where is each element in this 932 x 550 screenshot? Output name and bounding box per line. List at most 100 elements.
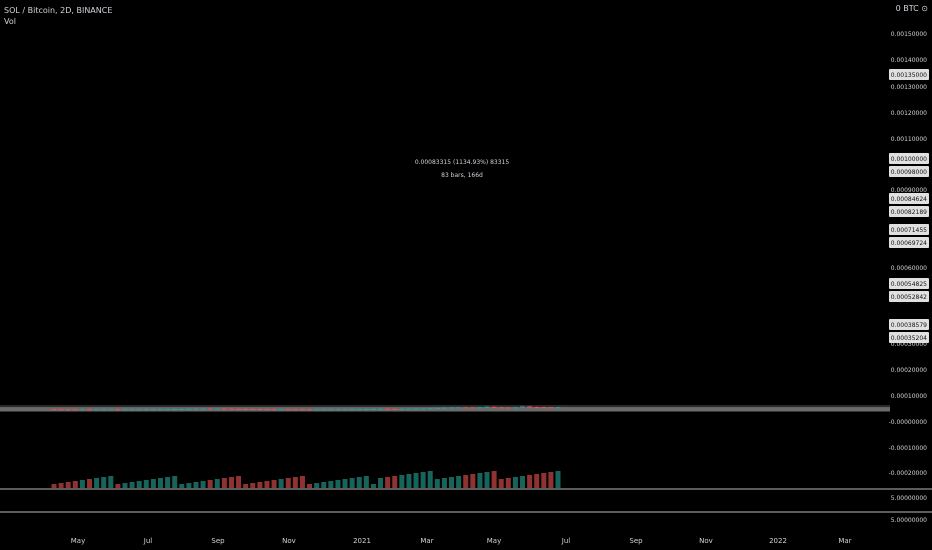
symbol-title: SOL / Bitcoin, 2D, BINANCE [4, 6, 113, 15]
x-tick-label: Jul [143, 537, 153, 545]
candle-body [143, 409, 149, 411]
candle-body [520, 406, 526, 408]
candle-body [193, 408, 199, 410]
volume-bar [186, 483, 192, 488]
candle-body [470, 407, 476, 409]
volume-bar [193, 482, 199, 488]
price-tag-box [889, 153, 929, 164]
price-scale-unit[interactable]: 0 BTC ⊙ [895, 4, 928, 13]
candle-body [541, 407, 547, 409]
candle-body [172, 409, 178, 411]
volume-bar [363, 476, 369, 488]
volume-bar [512, 477, 518, 488]
volume-bar [278, 479, 284, 488]
candle-body [420, 408, 426, 410]
volume-bar [527, 475, 533, 488]
candle-body [101, 409, 107, 411]
volume-bar [264, 481, 270, 488]
volume-bar [299, 476, 305, 488]
volume-bar [101, 477, 107, 488]
candle-body [527, 406, 533, 408]
volume-bar [271, 480, 277, 488]
volume-bar [236, 476, 242, 488]
x-tick-label: Jul [561, 537, 571, 545]
x-tick-label: Mar [420, 537, 433, 545]
volume-bar [94, 478, 100, 488]
candle-body [165, 409, 171, 411]
x-tick-label: 2021 [353, 537, 371, 545]
volume-bar [79, 480, 85, 488]
volume-bar [285, 478, 291, 488]
volume-bar [392, 476, 398, 488]
volume-bar [108, 476, 114, 488]
volume-bar [214, 479, 220, 488]
volume-bar [165, 477, 171, 488]
candle-body [150, 409, 156, 411]
volume-bar [228, 477, 234, 488]
price-tag-box [889, 69, 929, 80]
candle-body [278, 409, 284, 411]
measure-label-bars: 83 bars, 166d [441, 172, 483, 179]
volume-bar [335, 480, 341, 488]
volume-bar [143, 480, 149, 488]
candle-body [399, 408, 405, 410]
price-tag-box [889, 193, 929, 204]
x-tick-label: May [487, 537, 501, 545]
volume-bar [463, 475, 469, 488]
candle-body [250, 408, 256, 410]
candle-body [207, 408, 213, 410]
candle-body [271, 409, 277, 411]
price-tag-label: 0.00069724 [891, 240, 927, 247]
price-tag-label: 0.00054825 [891, 281, 927, 288]
candle-body [79, 409, 85, 411]
y-tick-label: -0.00020000 [889, 470, 928, 477]
candle-body [228, 408, 234, 410]
price-tag-label: 0.00052842 [891, 294, 927, 301]
volume-bar [115, 484, 121, 488]
candle-body [299, 409, 305, 411]
candle-body [214, 408, 220, 410]
candle-body [534, 407, 540, 409]
candle-body [122, 409, 128, 411]
measure-label-change: 0.00083315 (1134.93%) 83315 [415, 159, 510, 166]
candle-body [314, 409, 320, 411]
volume-indicator-label: Vol [4, 17, 16, 26]
candle-body [321, 409, 327, 411]
volume-bar [385, 477, 391, 488]
volume-bar [172, 476, 178, 488]
candle-body [484, 406, 490, 408]
y-tick-label: 0.00150000 [891, 31, 927, 38]
x-tick-label: Sep [629, 537, 643, 545]
candle-body [456, 407, 462, 409]
volume-bar [250, 483, 256, 488]
volume-bar [434, 479, 440, 488]
candle-body [555, 407, 561, 409]
volume-bar [399, 475, 405, 488]
candle-body [243, 408, 249, 410]
candle-body [385, 408, 391, 410]
volume-bar [449, 477, 455, 488]
volume-bar [292, 477, 298, 488]
volume-bar [456, 476, 462, 488]
y-tick-label: 0.00130000 [891, 84, 927, 91]
volume-bar [491, 471, 497, 488]
volume-bar [505, 478, 511, 488]
volume-bar [129, 482, 135, 488]
candle-body [129, 409, 135, 411]
volume-bar [349, 478, 355, 488]
volume-pane-label: 5.00000000 [891, 495, 927, 502]
volume-bar [378, 478, 384, 488]
price-tag-box [889, 166, 929, 177]
y-tick-label: -0.00010000 [889, 445, 928, 452]
candle-body [257, 409, 263, 411]
candle-body [328, 409, 334, 411]
candle-body [285, 409, 291, 411]
x-tick-label: Nov [282, 537, 296, 545]
price-tag-box [889, 206, 929, 217]
candle-body [65, 409, 71, 411]
candle-body [370, 408, 376, 410]
candle-body [51, 409, 57, 411]
volume-bar [342, 479, 348, 488]
candle-body [363, 409, 369, 411]
